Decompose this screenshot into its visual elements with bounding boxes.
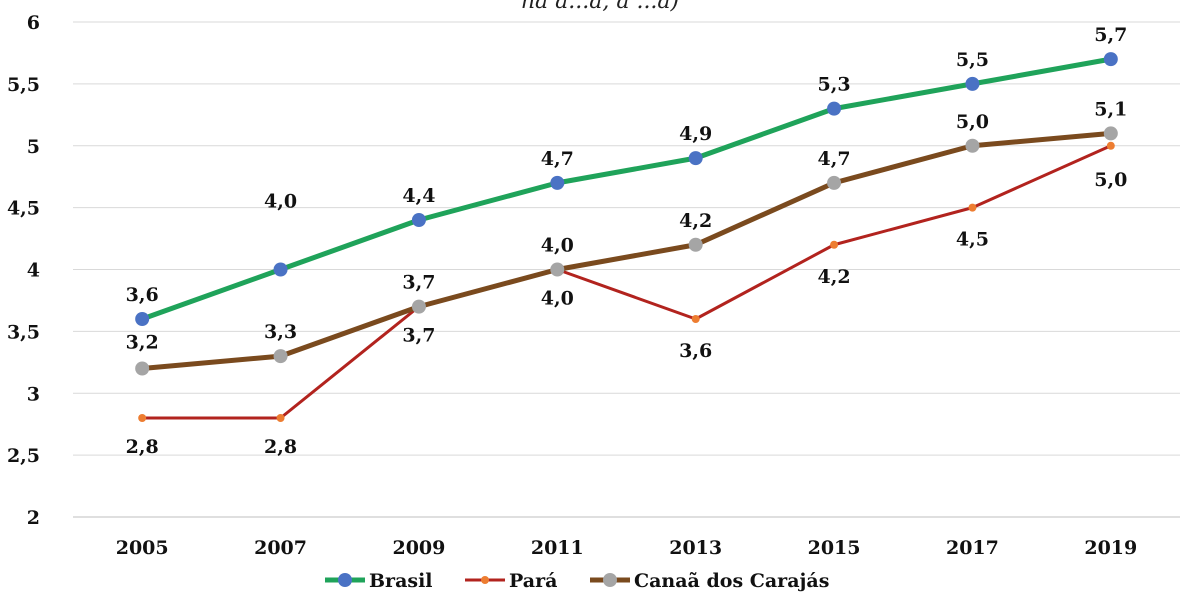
data-label: 4,5 (956, 229, 989, 251)
data-label: 5,0 (1094, 169, 1127, 191)
series-layer (135, 52, 1118, 422)
data-label: 2,8 (126, 436, 159, 458)
y-tick-label: 3 (27, 383, 40, 405)
data-point (550, 175, 565, 190)
y-axis-ticks: 2 2,5 3 3,5 4 4,5 5 5,5 6 (7, 12, 40, 529)
data-label: 3,3 (264, 321, 297, 343)
legend-label: Canaã dos Carajás (634, 570, 829, 592)
data-point (1103, 126, 1118, 141)
data-label: 5,7 (1094, 24, 1127, 46)
x-tick-label: 2017 (946, 537, 999, 559)
legend-marker (338, 573, 352, 587)
data-label: 4,2 (818, 266, 851, 288)
data-label: 3,7 (402, 325, 435, 347)
data-point (550, 262, 565, 277)
data-point (830, 240, 839, 249)
data-label: 4,7 (541, 148, 574, 170)
data-label: 3,2 (126, 332, 159, 354)
data-label: 4,0 (541, 235, 574, 257)
series-line (141, 56, 1112, 322)
data-point (1103, 52, 1118, 67)
data-label: 3,7 (402, 272, 435, 294)
data-point (965, 138, 980, 153)
data-point (827, 101, 842, 116)
data-label: 4,7 (818, 148, 851, 170)
x-tick-label: 2005 (116, 537, 169, 559)
data-point (965, 76, 980, 91)
data-point (276, 414, 285, 422)
data-label: 5,1 (1094, 98, 1127, 120)
data-point (827, 175, 842, 190)
data-point (273, 349, 288, 364)
x-tick-label: 2015 (808, 537, 861, 559)
y-tick-label: 2 (27, 507, 40, 529)
data-label: 4,2 (679, 210, 712, 232)
data-point (688, 237, 703, 252)
data-point (138, 414, 147, 422)
legend-label: Brasil (369, 570, 433, 592)
x-axis-ticks: 2005 2007 2009 2011 2013 2015 2017 2019 (116, 537, 1138, 559)
data-point (1106, 141, 1115, 150)
data-point (688, 151, 703, 166)
data-label: 5,3 (818, 74, 851, 96)
y-tick-label: 2,5 (7, 445, 40, 467)
series-line (142, 144, 1112, 420)
gridlines (73, 21, 1180, 518)
data-point (411, 213, 426, 227)
x-tick-label: 2011 (531, 537, 584, 559)
data-label: 4,0 (264, 191, 297, 213)
data-label: 3,6 (679, 340, 712, 362)
chart-title-fragment: na a...a, a ...a) (521, 0, 679, 14)
x-tick-label: 2013 (669, 537, 722, 559)
data-label: 5,0 (956, 111, 989, 133)
x-tick-label: 2009 (392, 537, 445, 559)
series-line (141, 130, 1112, 371)
y-tick-label: 3,5 (7, 321, 40, 343)
data-label: 2,8 (264, 436, 297, 458)
legend-marker (481, 576, 489, 584)
data-point (135, 361, 150, 376)
data-labels: 3,6 4,0 4,4 4,7 4,9 5,3 5,5 5,7 2,8 2,8 3,7 4,0 3,6 4… (126, 24, 1128, 458)
data-label: 5,5 (956, 49, 989, 71)
y-tick-label: 4 (27, 260, 40, 282)
data-label: 4,0 (541, 288, 574, 310)
data-point (968, 203, 977, 212)
legend-marker (603, 573, 617, 587)
data-point (691, 315, 700, 323)
data-label: 4,4 (402, 185, 435, 207)
y-tick-label: 4,5 (7, 198, 40, 220)
data-label: 4,9 (679, 123, 712, 145)
data-point (411, 299, 426, 314)
x-tick-label: 2019 (1084, 537, 1137, 559)
y-tick-label: 6 (27, 12, 40, 34)
data-point (135, 312, 150, 326)
data-point (273, 262, 288, 277)
legend: Brasil Pará Canaã dos Carajás (325, 570, 829, 592)
data-label: 3,6 (126, 284, 159, 306)
y-tick-label: 5 (27, 136, 40, 158)
y-tick-label: 5,5 (7, 74, 40, 96)
x-tick-label: 2007 (254, 537, 307, 559)
legend-label: Pará (509, 570, 557, 592)
